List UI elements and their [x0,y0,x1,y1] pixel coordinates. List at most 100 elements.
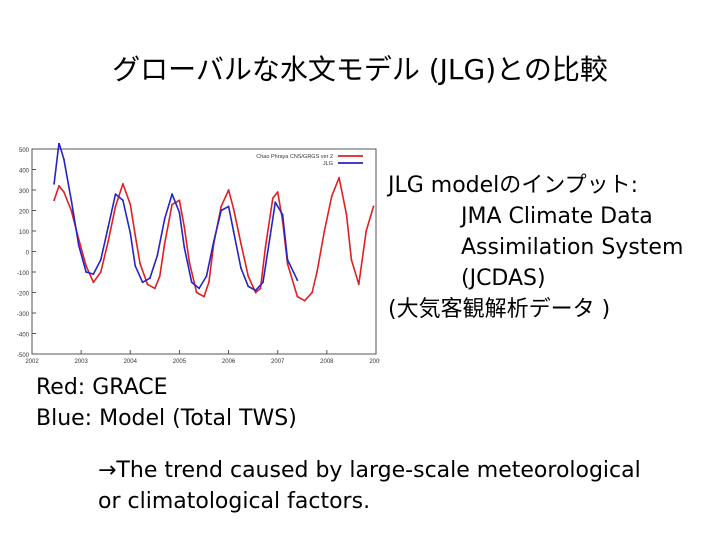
color-key-red: Red: GRACE [36,375,168,400]
data-point [58,185,60,187]
data-point [254,289,257,292]
data-point [122,199,124,202]
data-point [134,264,137,267]
conclusion: →The trend caused by large-scale meteoro… [98,455,698,517]
data-point [63,191,65,193]
series-line-jlg [53,142,299,292]
data-point [208,281,210,284]
data-point [296,295,299,298]
data-point [183,246,186,249]
conclusion-line-2: or climatological factors. [98,489,371,514]
data-point [178,199,181,202]
data-point [338,176,341,179]
x-tick-label: 2006 [222,359,236,365]
data-point [188,260,191,263]
y-tick-label: -400 [17,333,30,339]
x-tick-label: 2009 [369,359,380,365]
data-point [146,283,149,286]
data-point [212,240,215,243]
y-tick-label: -200 [17,292,30,298]
data-point [227,189,230,191]
data-point [281,213,284,216]
info-line-4: (JCDAS) [461,266,546,291]
chart-svg: 500 400 300 200 100 0 -100 -200 -300 -400 -500 200… [17,141,383,365]
data-point [330,195,333,198]
y-tick-label: 300 [19,189,30,195]
data-point [372,205,375,208]
data-point [158,275,161,277]
x-tick-label: 2002 [25,359,39,365]
info-line-5: (大気客観解析データ ) [388,297,611,322]
slide-title: グローバルな水文モデル (JLG)との比較 [112,53,608,86]
data-point [122,182,124,185]
data-point [220,209,223,212]
data-point [350,258,353,261]
data-point [58,141,60,144]
data-point [139,262,142,265]
y-tick-label: 400 [19,169,30,175]
data-point [156,254,159,257]
data-point [311,291,314,294]
data-point [296,279,299,282]
x-tick-label: 2004 [124,359,138,365]
info-block: JLG modelのインプット: JMA Climate Data Assimi… [388,170,683,325]
y-tick-label: -500 [17,353,30,359]
data-point [163,242,166,245]
data-point [107,226,110,228]
data-point [323,230,326,232]
data-point [107,240,110,243]
y-tick-label: 100 [19,230,30,236]
data-point [129,203,132,206]
data-point [264,246,267,249]
data-point [163,217,166,220]
x-tick-label: 2005 [173,359,187,365]
data-point [232,230,235,232]
data-point [316,271,318,273]
x-tick-label: 2007 [271,359,285,365]
x-tick-label: 2003 [74,359,88,365]
data-point [262,281,264,284]
y-tick-label: 500 [19,148,30,154]
data-point [53,182,56,185]
color-key: Red: GRACE Blue: Model (Total TWS) [36,372,297,434]
series-line-grace [53,176,375,302]
data-point [85,271,87,273]
data-point [114,205,117,208]
data-point [239,242,242,245]
data-point [171,193,173,195]
data-point [77,244,80,247]
data-point [345,213,348,216]
data-point [303,299,306,302]
data-point [357,283,360,286]
data-point [134,234,137,236]
data-point [53,199,56,202]
data-point [259,287,262,290]
data-point [269,234,272,236]
data-point [220,205,223,208]
data-point [247,285,250,288]
data-point [178,211,181,214]
x-tick-label: 2008 [320,359,334,365]
data-point [92,281,95,284]
data-point [286,262,289,265]
info-line-3: Assimilation System [461,235,684,260]
info-line-1: JLG modelのインプット: [388,173,639,198]
data-point [276,191,279,193]
data-point [247,275,250,277]
chart-area: 500 400 300 200 100 0 -100 -200 -300 -400 -500 200… [8,141,383,368]
data-point [205,275,208,277]
data-point [183,226,186,228]
data-point [274,201,277,204]
y-tick-label: -300 [17,312,30,318]
y-tick-label: -100 [17,271,30,277]
y-tick-label: 0 [26,251,30,257]
data-point [63,158,65,161]
data-point [254,291,257,294]
data-point [171,203,173,206]
y-tick-label: 200 [19,210,30,216]
data-point [227,205,230,208]
data-point [99,258,102,261]
data-point [198,287,200,290]
data-point [239,267,242,269]
data-point [99,271,102,273]
